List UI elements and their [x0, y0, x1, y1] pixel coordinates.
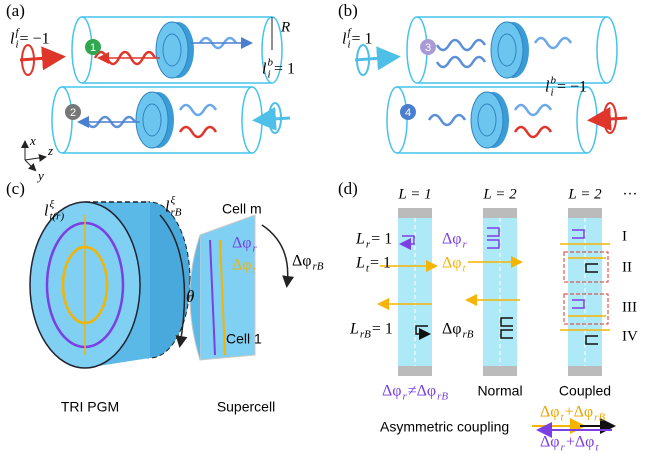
math-label: +: [565, 404, 574, 421]
math-label: = 1: [371, 231, 392, 248]
subscript: r: [366, 239, 371, 251]
math-label: l: [165, 199, 170, 216]
subscript: t: [253, 265, 257, 277]
subscript: i: [550, 87, 553, 99]
math-label: Δφ: [442, 255, 462, 272]
label: Cell m: [222, 201, 262, 217]
axis-label: x: [29, 133, 36, 148]
caption: TRI PGM: [61, 399, 119, 415]
math-label: L: [355, 255, 365, 272]
caption: Δφ: [417, 383, 437, 400]
math-label: Δφ: [232, 257, 252, 274]
superscript: ξ: [49, 199, 54, 211]
subscript: r: [561, 442, 566, 454]
caption: Coupled: [559, 383, 611, 399]
subscript: r: [463, 239, 468, 251]
row-label: II: [622, 259, 632, 275]
subscript: rB: [437, 391, 448, 403]
subscript: rB: [360, 329, 371, 341]
math-label: Δφ: [575, 434, 595, 451]
math-label: l: [10, 31, 15, 48]
panel-label: (c): [6, 179, 25, 198]
axis-label: y: [36, 168, 44, 183]
subscript: rB: [463, 329, 474, 341]
channel-number: 2: [70, 107, 76, 119]
math-label: = 1: [370, 255, 391, 272]
row-label: III: [622, 299, 637, 315]
math-label: l: [262, 61, 267, 78]
math-label: = −1: [20, 31, 50, 48]
subscript: rB: [594, 412, 605, 424]
subscript: rB: [170, 207, 181, 219]
math-label: +: [566, 434, 575, 451]
math-label: = 1: [372, 321, 393, 338]
math-label: Δφ: [574, 404, 594, 421]
math-label: L: [355, 231, 365, 248]
math-label: L: [349, 321, 359, 338]
label: R: [280, 19, 290, 35]
math-label: = 1: [274, 61, 295, 78]
subscript: r: [253, 243, 258, 255]
math-label: l: [545, 79, 550, 96]
subscript: i: [347, 39, 350, 51]
channel-number: 4: [405, 107, 411, 119]
caption: Asymmetric coupling: [380, 419, 509, 435]
math-label: = 1: [352, 31, 373, 48]
channel-number: 1: [90, 42, 96, 54]
column-label: L = 1: [397, 186, 431, 202]
column-label: L = 2: [482, 186, 517, 202]
label: θ: [186, 287, 194, 306]
math-label: Δφ: [540, 434, 560, 451]
panel-label: (d): [338, 179, 358, 198]
panel-label: (a): [6, 1, 25, 20]
math-label: l: [44, 203, 49, 220]
math-label: Δφ: [232, 235, 252, 252]
subscript: t: [463, 263, 467, 275]
column-label: L = 2: [567, 186, 602, 202]
caption: Normal: [477, 383, 522, 399]
superscript: b: [550, 75, 556, 87]
math-label: Δφ: [292, 253, 312, 270]
subscript: t(r): [49, 211, 64, 223]
channel-number: 3: [425, 42, 431, 54]
subscript: t: [595, 442, 599, 454]
row-label: I: [622, 228, 627, 244]
math-label: Δφ: [442, 231, 462, 248]
subscript: rB: [313, 261, 324, 273]
ellipsis: ···: [623, 186, 638, 202]
caption: Supercell: [217, 399, 275, 415]
panel-label: (b): [338, 1, 358, 20]
superscript: ξ: [170, 195, 175, 207]
math-label: Δφ: [540, 404, 560, 421]
subscript: i: [267, 69, 270, 81]
superscript: b: [267, 57, 273, 69]
caption: ≠: [408, 383, 417, 400]
axis-label: z: [47, 143, 53, 158]
subscript: r: [403, 391, 408, 403]
figure: (a)lfi = −1Rlbi = 112xzy(b)lfi = 1lbi = …: [0, 0, 650, 454]
panel-a-shapes: [20, 17, 290, 170]
subscript: i: [15, 39, 18, 51]
math-label: l: [342, 31, 347, 48]
label: Cell 1: [226, 331, 262, 347]
math-label: = −1: [557, 79, 587, 96]
row-label: IV: [622, 328, 638, 344]
caption: Δφ: [382, 383, 402, 400]
math-label: Δφ: [442, 321, 462, 338]
